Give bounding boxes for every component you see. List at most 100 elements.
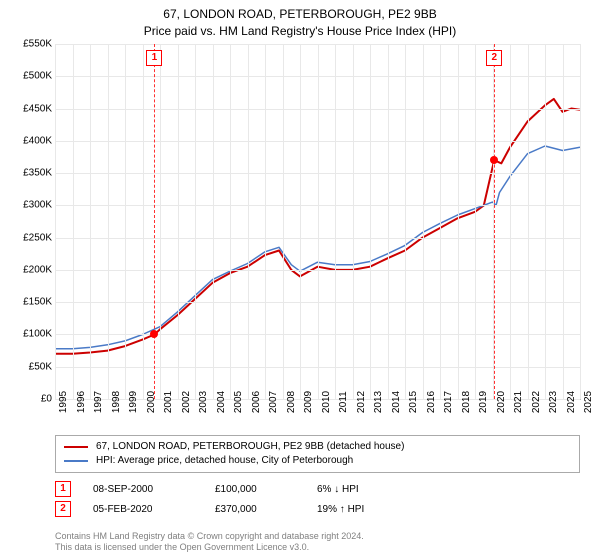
gridline-vertical: [528, 44, 529, 399]
gridline-vertical: [563, 44, 564, 399]
y-axis-label: £350K: [23, 168, 52, 179]
x-axis-label: 2009: [303, 391, 314, 413]
gridline-vertical: [405, 44, 406, 399]
chart-plot-area: £0£50K£100K£150K£200K£250K£300K£350K£400…: [55, 44, 580, 399]
gridline-vertical: [353, 44, 354, 399]
x-axis-label: 2008: [286, 391, 297, 413]
sale-row-diff: 6% ↓ HPI: [317, 484, 417, 495]
y-axis-label: £0: [41, 394, 52, 405]
x-axis-label: 2003: [198, 391, 209, 413]
gridline-vertical: [510, 44, 511, 399]
gridline-vertical: [230, 44, 231, 399]
sale-row: 1 08-SEP-2000 £100,000 6% ↓ HPI: [55, 481, 580, 497]
sale-row-marker: 2: [55, 501, 71, 517]
y-axis-label: £300K: [23, 200, 52, 211]
x-axis-label: 2022: [531, 391, 542, 413]
legend-label-property: 67, LONDON ROAD, PETERBOROUGH, PE2 9BB (…: [96, 440, 404, 454]
sales-table: 1 08-SEP-2000 £100,000 6% ↓ HPI 2 05-FEB-2020…: [55, 481, 580, 517]
sale-marker-box: 2: [486, 50, 502, 66]
gridline-vertical: [283, 44, 284, 399]
x-axis-label: 2024: [566, 391, 577, 413]
x-axis-label: 2007: [268, 391, 279, 413]
sale-row-price: £370,000: [215, 504, 295, 515]
gridline-vertical: [213, 44, 214, 399]
gridline-vertical: [475, 44, 476, 399]
x-axis-label: 1996: [76, 391, 87, 413]
sale-row-date: 05-FEB-2020: [93, 504, 193, 515]
gridline-vertical: [73, 44, 74, 399]
gridline-vertical: [388, 44, 389, 399]
y-axis-label: £500K: [23, 71, 52, 82]
legend-row-property: 67, LONDON ROAD, PETERBOROUGH, PE2 9BB (…: [64, 440, 571, 454]
legend-swatch-property: [64, 446, 88, 448]
gridline-vertical: [335, 44, 336, 399]
sale-dot: [150, 330, 158, 338]
y-axis-label: £550K: [23, 39, 52, 50]
chart-title-block: 67, LONDON ROAD, PETERBOROUGH, PE2 9BB P…: [0, 0, 600, 40]
x-axis-label: 2025: [583, 391, 594, 413]
legend-and-sales: 67, LONDON ROAD, PETERBOROUGH, PE2 9BB (…: [55, 435, 580, 521]
gridline-vertical: [265, 44, 266, 399]
gridline-vertical: [423, 44, 424, 399]
sale-dot: [490, 156, 498, 164]
legend-row-hpi: HPI: Average price, detached house, City…: [64, 454, 571, 468]
x-axis-label: 2019: [478, 391, 489, 413]
y-axis-label: £100K: [23, 329, 52, 340]
x-axis-label: 2004: [216, 391, 227, 413]
gridline-vertical: [300, 44, 301, 399]
gridline-vertical: [178, 44, 179, 399]
gridline-vertical: [55, 44, 56, 399]
footer-attribution: Contains HM Land Registry data © Crown c…: [55, 531, 364, 554]
gridline-vertical: [160, 44, 161, 399]
x-axis-label: 2005: [233, 391, 244, 413]
y-axis-label: £400K: [23, 135, 52, 146]
legend-label-hpi: HPI: Average price, detached house, City…: [96, 454, 353, 468]
gridline-vertical: [90, 44, 91, 399]
x-axis-label: 1998: [111, 391, 122, 413]
sale-row-date: 08-SEP-2000: [93, 484, 193, 495]
title-address: 67, LONDON ROAD, PETERBOROUGH, PE2 9BB: [0, 6, 600, 23]
gridline-vertical: [440, 44, 441, 399]
x-axis-label: 2021: [513, 391, 524, 413]
x-axis-label: 1999: [128, 391, 139, 413]
sale-row-diff: 19% ↑ HPI: [317, 504, 417, 515]
footer-line2: This data is licensed under the Open Gov…: [55, 542, 364, 554]
x-axis-label: 2012: [356, 391, 367, 413]
gridline-vertical: [458, 44, 459, 399]
sale-row: 2 05-FEB-2020 £370,000 19% ↑ HPI: [55, 501, 580, 517]
x-axis-label: 2018: [461, 391, 472, 413]
x-axis-label: 2006: [251, 391, 262, 413]
y-axis-label: £200K: [23, 264, 52, 275]
title-subtitle: Price paid vs. HM Land Registry's House …: [0, 23, 600, 40]
x-axis-label: 2020: [496, 391, 507, 413]
x-axis-label: 2010: [321, 391, 332, 413]
gridline-vertical: [125, 44, 126, 399]
x-axis-label: 2023: [548, 391, 559, 413]
gridline-vertical: [108, 44, 109, 399]
sale-dashed-line: [154, 44, 155, 399]
gridline-vertical: [195, 44, 196, 399]
y-axis-label: £150K: [23, 297, 52, 308]
x-axis-label: 2015: [408, 391, 419, 413]
x-axis-label: 2013: [373, 391, 384, 413]
x-axis-label: 2016: [426, 391, 437, 413]
y-axis-label: £250K: [23, 232, 52, 243]
sale-marker-box: 1: [146, 50, 162, 66]
y-axis-label: £50K: [29, 361, 52, 372]
legend-swatch-hpi: [64, 460, 88, 462]
x-axis-label: 1995: [58, 391, 69, 413]
x-axis-label: 2002: [181, 391, 192, 413]
gridline-vertical: [318, 44, 319, 399]
sale-row-price: £100,000: [215, 484, 295, 495]
gridline-vertical: [580, 44, 581, 399]
sale-dashed-line: [494, 44, 495, 399]
legend-box: 67, LONDON ROAD, PETERBOROUGH, PE2 9BB (…: [55, 435, 580, 473]
gridline-vertical: [545, 44, 546, 399]
gridline-vertical: [370, 44, 371, 399]
x-axis-label: 2017: [443, 391, 454, 413]
x-axis-label: 2014: [391, 391, 402, 413]
footer-line1: Contains HM Land Registry data © Crown c…: [55, 531, 364, 543]
gridline-vertical: [143, 44, 144, 399]
sale-row-marker: 1: [55, 481, 71, 497]
gridline-vertical: [248, 44, 249, 399]
